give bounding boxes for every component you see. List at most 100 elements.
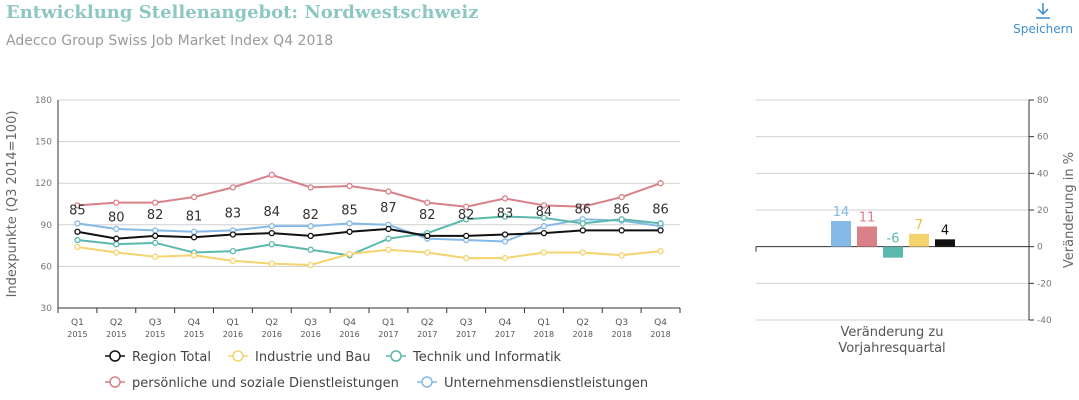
data-point [190,228,198,235]
y-tick-label: 60 [41,262,53,272]
x-tick-label: Q1 [538,318,551,328]
data-label: 82 [147,208,164,223]
legend-label: Region Total [132,350,211,365]
data-point [268,223,275,230]
data-point [346,228,353,235]
data-point [579,227,586,234]
bar-label: 11 [859,211,876,226]
bar [857,226,877,247]
series-line-0 [77,227,661,240]
data-point [74,220,81,227]
data-point [113,199,120,206]
data-point [657,227,664,234]
legend-marker [232,350,244,362]
bar-label: 4 [941,223,949,238]
data-point [152,227,159,234]
data-point [229,257,237,265]
data-point [307,232,314,240]
data-point [346,182,353,190]
x-tick-label: Q3 [304,318,317,328]
series-line-4 [77,218,661,243]
x-tick-label-year: 2016 [262,330,282,339]
chart-subtitle: Adecco Group Swiss Job Market Index Q4 2… [6,33,334,49]
legend-label: Unternehmensdienstleistungen [444,376,648,391]
y-tick-label: 80 [1037,96,1049,106]
y-tick-label: 30 [41,304,53,314]
data-label: 86 [613,202,630,217]
x-tick-label: Q4 [499,318,512,328]
data-point [190,252,198,259]
x-axis-label-line1: Veränderung zu [841,325,944,340]
data-point [152,253,159,260]
bar-label: 7 [915,218,923,233]
data-point [385,246,392,253]
data-label: 82 [302,208,319,223]
data-point [463,254,470,262]
save-label: Speichern [1013,22,1073,36]
data-point [190,193,198,201]
x-tick-label-year: 2017 [417,330,437,339]
y-tick-label: 90 [41,221,53,231]
x-tick-label-year: 2015 [184,330,204,339]
data-point [540,249,548,256]
data-point [307,261,314,269]
x-tick-label: Q1 [382,318,395,328]
data-point [152,199,159,206]
data-point [579,249,586,256]
legend-marker [421,376,433,388]
data-point [657,180,664,187]
x-tick-label: Q4 [343,318,356,328]
series-line-3 [77,173,661,208]
x-tick-label-year: 2015 [106,330,126,339]
chart-title: Entwicklung Stellenangebot: Nordwestschw… [6,2,479,23]
download-icon [1036,3,1051,19]
data-point [346,220,353,227]
data-point [618,193,625,201]
x-tick-label-year: 2017 [378,330,398,339]
data-point [74,243,81,251]
legend-marker [109,376,121,388]
x-axis-label-line2: Vorjahresquartal [838,341,945,356]
data-point [74,202,81,209]
y-axis-label: Indexpunkte (Q3 2014=100) [5,111,20,298]
data-point [152,239,159,246]
x-tick-label-year: 2015 [145,330,165,339]
data-label: 86 [575,202,592,217]
x-tick-label-year: 2015 [67,330,87,339]
data-label: 80 [108,211,125,226]
data-point [385,235,392,242]
data-point [190,234,198,241]
data-point [113,225,120,233]
y-axis-label-right: Veränderung in % [1062,152,1077,268]
data-label: 83 [497,207,514,222]
data-label: 84 [536,205,553,220]
x-tick-label: Q3 [149,318,162,328]
data-point [385,225,392,233]
y-tick-label: -40 [1037,316,1052,326]
bar-label: 14 [833,205,850,220]
data-point [463,203,470,210]
x-tick-label: Q2 [421,318,434,328]
data-point [657,220,664,227]
x-tick-label-year: 2016 [301,330,321,339]
data-point [385,188,392,195]
data-point [540,223,548,230]
x-tick-label: Q2 [110,318,123,328]
data-label: 87 [380,201,397,216]
data-point [268,171,275,179]
y-tick-label: 120 [35,179,52,189]
data-point [540,202,548,209]
x-tick-label: Q4 [654,318,667,328]
data-point [229,247,237,255]
data-point [618,216,625,223]
x-tick-label-year: 2018 [650,330,670,339]
save-button[interactable]: Speichern [1013,2,1073,36]
bar [909,233,929,247]
x-tick-label-year: 2018 [612,330,632,339]
x-tick-label: Q4 [188,318,201,328]
y-tick-label: 180 [35,96,52,106]
data-point [229,231,237,238]
data-point [463,232,470,240]
x-tick-label: Q1 [71,318,84,328]
data-point [307,223,314,230]
